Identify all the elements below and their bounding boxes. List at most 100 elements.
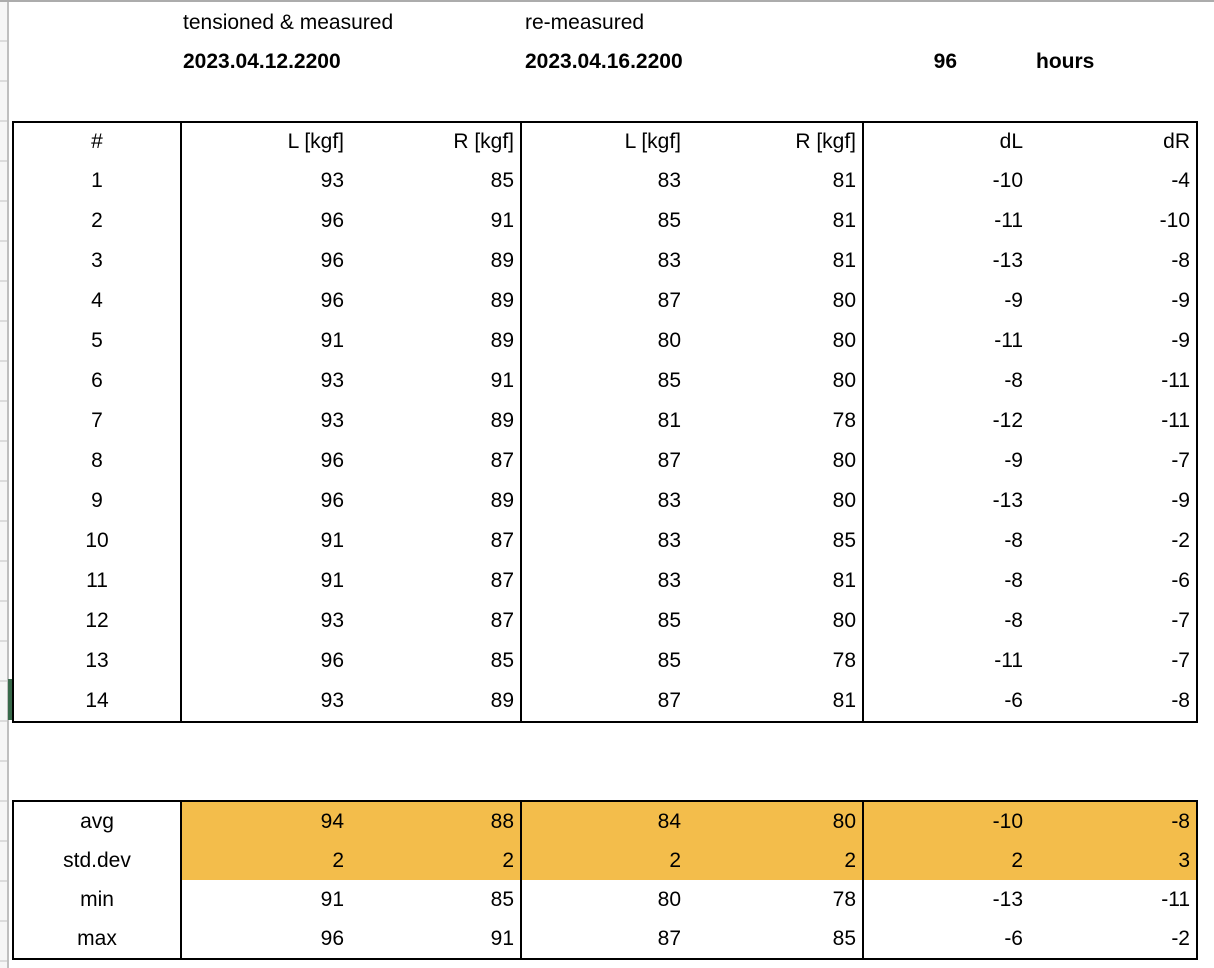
- spoke-number-cell[interactable]: 3: [13, 241, 182, 281]
- measurement-cell[interactable]: 85: [350, 161, 522, 201]
- measurement-cell[interactable]: -7: [1171, 609, 1190, 632]
- measurement-cell[interactable]: -6: [1171, 569, 1190, 592]
- spoke-number-cell[interactable]: 9: [13, 481, 182, 521]
- measurement-cell[interactable]: -7: [1171, 649, 1190, 672]
- summary-value-cell[interactable]: 80: [687, 801, 864, 841]
- measurement-cell[interactable]: -9: [1171, 489, 1190, 512]
- measurement-cell[interactable]: 89: [350, 281, 522, 321]
- summary-value-cell[interactable]: -13: [992, 887, 1023, 911]
- measurement-cell[interactable]: 93: [320, 409, 344, 432]
- measurement-cell[interactable]: 80: [657, 329, 681, 352]
- measurement-cell[interactable]: 81: [687, 201, 864, 241]
- summary-value-cell[interactable]: 2: [863, 841, 1029, 880]
- measurement-cell[interactable]: -11: [994, 649, 1023, 672]
- measurement-cell[interactable]: 78: [687, 641, 864, 681]
- measurement-cell[interactable]: -8: [1004, 529, 1023, 552]
- measurement-cell[interactable]: -8: [1004, 369, 1023, 392]
- measurement-cell[interactable]: 87: [657, 449, 681, 472]
- spoke-number-cell[interactable]: 1: [13, 161, 182, 201]
- measurement-cell[interactable]: 85: [657, 209, 681, 232]
- measurement-cell[interactable]: 80: [687, 321, 864, 361]
- measurement-cell[interactable]: -9: [1004, 449, 1023, 472]
- summary-value-cell[interactable]: -6: [1004, 926, 1023, 950]
- measurement-cell[interactable]: 87: [657, 689, 681, 712]
- measurement-cell[interactable]: 91: [350, 201, 522, 241]
- measurement-cell[interactable]: 93: [320, 169, 344, 192]
- measurement-cell[interactable]: -11: [994, 209, 1023, 232]
- measurement-cell[interactable]: 96: [320, 489, 344, 512]
- column-header[interactable]: L [kgf]: [624, 130, 681, 153]
- measurement-cell[interactable]: -2: [1171, 529, 1190, 552]
- measurement-cell[interactable]: -4: [1171, 169, 1190, 192]
- measurement-cell[interactable]: -9: [1171, 329, 1190, 352]
- session1-date[interactable]: 2023.04.12.2200: [183, 50, 341, 73]
- summary-value-cell[interactable]: 85: [687, 919, 864, 959]
- measurement-cell[interactable]: 81: [657, 409, 681, 432]
- measurement-cell[interactable]: 80: [687, 601, 864, 641]
- summary-label-cell[interactable]: max: [13, 919, 182, 959]
- column-header-index[interactable]: #: [13, 122, 182, 161]
- measurement-cell[interactable]: 96: [320, 449, 344, 472]
- summary-value-cell[interactable]: -10: [863, 801, 1029, 841]
- measurement-cell[interactable]: 81: [687, 161, 864, 201]
- measurement-cell[interactable]: -8: [1004, 569, 1023, 592]
- measurement-cell[interactable]: 83: [657, 569, 681, 592]
- measurement-cell[interactable]: 87: [657, 289, 681, 312]
- spoke-number-cell[interactable]: 8: [13, 441, 182, 481]
- measurement-cell[interactable]: -11: [1161, 369, 1190, 392]
- measurement-cell[interactable]: -9: [1004, 289, 1023, 312]
- measurement-cell[interactable]: 91: [320, 329, 344, 352]
- summary-value-cell[interactable]: 87: [657, 926, 681, 950]
- measurement-cell[interactable]: -8: [1171, 689, 1190, 712]
- measurement-cell[interactable]: 87: [350, 521, 522, 561]
- elapsed-hours-value[interactable]: 96: [933, 50, 957, 73]
- measurement-cell[interactable]: -8: [1004, 609, 1023, 632]
- summary-value-cell[interactable]: 94: [181, 801, 350, 841]
- measurement-cell[interactable]: 89: [350, 321, 522, 361]
- measurement-cell[interactable]: -11: [994, 329, 1023, 352]
- summary-value-cell[interactable]: -2: [1171, 926, 1190, 950]
- summary-value-cell[interactable]: 2: [181, 841, 350, 880]
- summary-label-cell[interactable]: min: [13, 880, 182, 919]
- summary-value-cell[interactable]: 80: [657, 887, 681, 911]
- measurement-cell[interactable]: 80: [687, 481, 864, 521]
- summary-value-cell[interactable]: 96: [320, 926, 344, 950]
- spoke-number-cell[interactable]: 5: [13, 321, 182, 361]
- measurement-cell[interactable]: 85: [657, 649, 681, 672]
- measurement-cell[interactable]: 91: [320, 529, 344, 552]
- measurement-cell[interactable]: 78: [687, 401, 864, 441]
- summary-value-cell[interactable]: 91: [350, 919, 522, 959]
- spoke-number-cell[interactable]: 4: [13, 281, 182, 321]
- spoke-number-cell[interactable]: 10: [13, 521, 182, 561]
- summary-value-cell[interactable]: 2: [687, 841, 864, 880]
- measurement-cell[interactable]: 85: [657, 609, 681, 632]
- measurement-cell[interactable]: 80: [687, 281, 864, 321]
- summary-value-cell[interactable]: 78: [687, 880, 864, 919]
- measurement-cell[interactable]: 96: [320, 649, 344, 672]
- spoke-number-cell[interactable]: 12: [13, 601, 182, 641]
- summary-value-cell[interactable]: -11: [1161, 887, 1190, 911]
- measurement-cell[interactable]: 91: [350, 361, 522, 401]
- summary-value-cell[interactable]: 91: [320, 887, 344, 911]
- measurement-cell[interactable]: 85: [350, 641, 522, 681]
- measurement-cell[interactable]: 81: [687, 241, 864, 281]
- summary-value-cell[interactable]: -8: [1029, 801, 1197, 841]
- measurement-cell[interactable]: 93: [320, 369, 344, 392]
- measurement-cell[interactable]: 85: [657, 369, 681, 392]
- measurement-cell[interactable]: 80: [687, 361, 864, 401]
- summary-value-cell[interactable]: 84: [521, 801, 687, 841]
- measurement-cell[interactable]: 81: [687, 561, 864, 601]
- measurement-cell[interactable]: 83: [657, 169, 681, 192]
- measurement-cell[interactable]: 85: [687, 521, 864, 561]
- measurement-cell[interactable]: 87: [350, 441, 522, 481]
- measurement-cell[interactable]: 81: [687, 681, 864, 722]
- measurement-cell[interactable]: 83: [657, 489, 681, 512]
- measurement-cell[interactable]: 89: [350, 681, 522, 722]
- measurement-cell[interactable]: 80: [687, 441, 864, 481]
- measurement-cell[interactable]: -8: [1171, 249, 1190, 272]
- measurement-cell[interactable]: -6: [1004, 689, 1023, 712]
- measurement-cell[interactable]: 83: [657, 529, 681, 552]
- measurement-cell[interactable]: 91: [320, 569, 344, 592]
- summary-value-cell[interactable]: 85: [350, 880, 522, 919]
- measurement-cell[interactable]: 96: [320, 249, 344, 272]
